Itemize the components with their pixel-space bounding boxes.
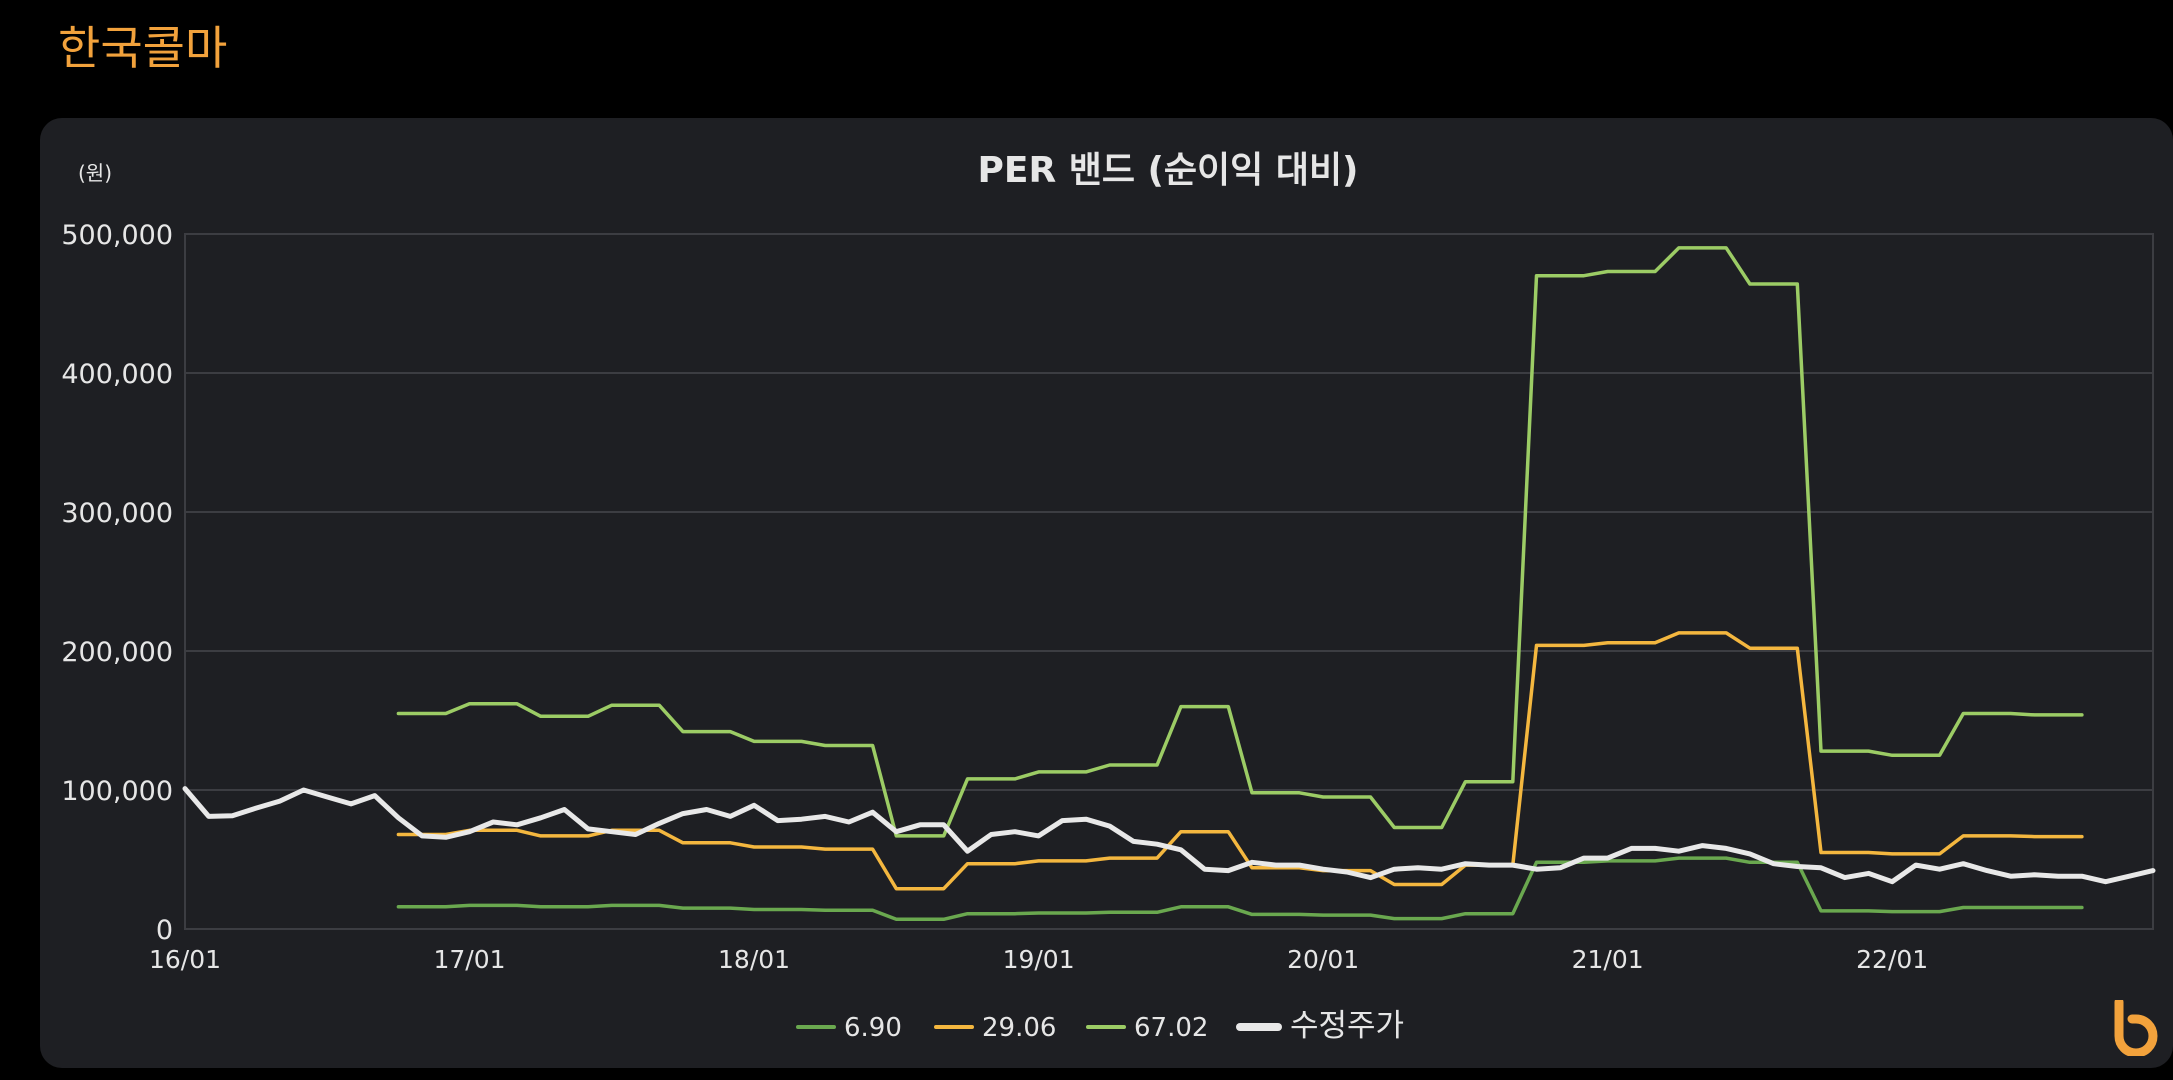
series-line-3	[396, 246, 2084, 838]
legend: 6.90 29.06 67.02 수정주가	[796, 1008, 1404, 1044]
chart-card: PER 밴드 (순이익 대비) (원) 0 100,000 200,000 300,0…	[40, 118, 2173, 1068]
x-tick-label: 20/01	[1287, 945, 1359, 974]
chart-title: PER 밴드 (순이익 대비)	[977, 150, 1358, 191]
x-tick-label: 18/01	[718, 945, 790, 974]
y-axis-unit-label: (원)	[78, 161, 112, 185]
series-line-4	[182, 786, 2156, 885]
legend-label: 6.90	[844, 1013, 902, 1043]
x-tick-label: 16/01	[149, 945, 221, 974]
legend-item[interactable]: 6.90	[796, 1013, 902, 1043]
legend-label: 67.02	[1134, 1013, 1208, 1043]
legend-item[interactable]: 29.06	[934, 1013, 1056, 1043]
x-axis: 16/01 17/01 18/01 19/01 20/01 21/01 22/01	[149, 945, 1928, 974]
x-tick-label: 22/01	[1856, 945, 1928, 974]
legend-item[interactable]: 수정주가	[1236, 1008, 1404, 1044]
series-line-2	[396, 631, 2084, 891]
y-tick-label: 400,000	[61, 359, 173, 390]
series-line-1	[396, 856, 2084, 922]
legend-label: 수정주가	[1290, 1008, 1404, 1044]
y-tick-label: 300,000	[61, 498, 173, 529]
series-layer	[182, 246, 2156, 922]
y-tick-label: 0	[156, 915, 173, 946]
legend-label: 29.06	[982, 1013, 1056, 1043]
per-band-chart: PER 밴드 (순이익 대비) (원) 0 100,000 200,000 300,0…	[61, 150, 2156, 1044]
grid-layer	[184, 233, 2154, 930]
brand-logo-icon	[2114, 1000, 2158, 1056]
y-tick-label: 500,000	[61, 220, 173, 251]
legend-item[interactable]: 67.02	[1086, 1013, 1208, 1043]
x-tick-label: 17/01	[434, 945, 506, 974]
y-axis: 0 100,000 200,000 300,000 400,000 500,000	[61, 220, 173, 946]
x-tick-label: 19/01	[1003, 945, 1075, 974]
page-title: 한국콜마	[58, 21, 228, 75]
y-tick-label: 100,000	[61, 776, 173, 807]
x-tick-label: 21/01	[1572, 945, 1644, 974]
y-tick-label: 200,000	[61, 637, 173, 668]
